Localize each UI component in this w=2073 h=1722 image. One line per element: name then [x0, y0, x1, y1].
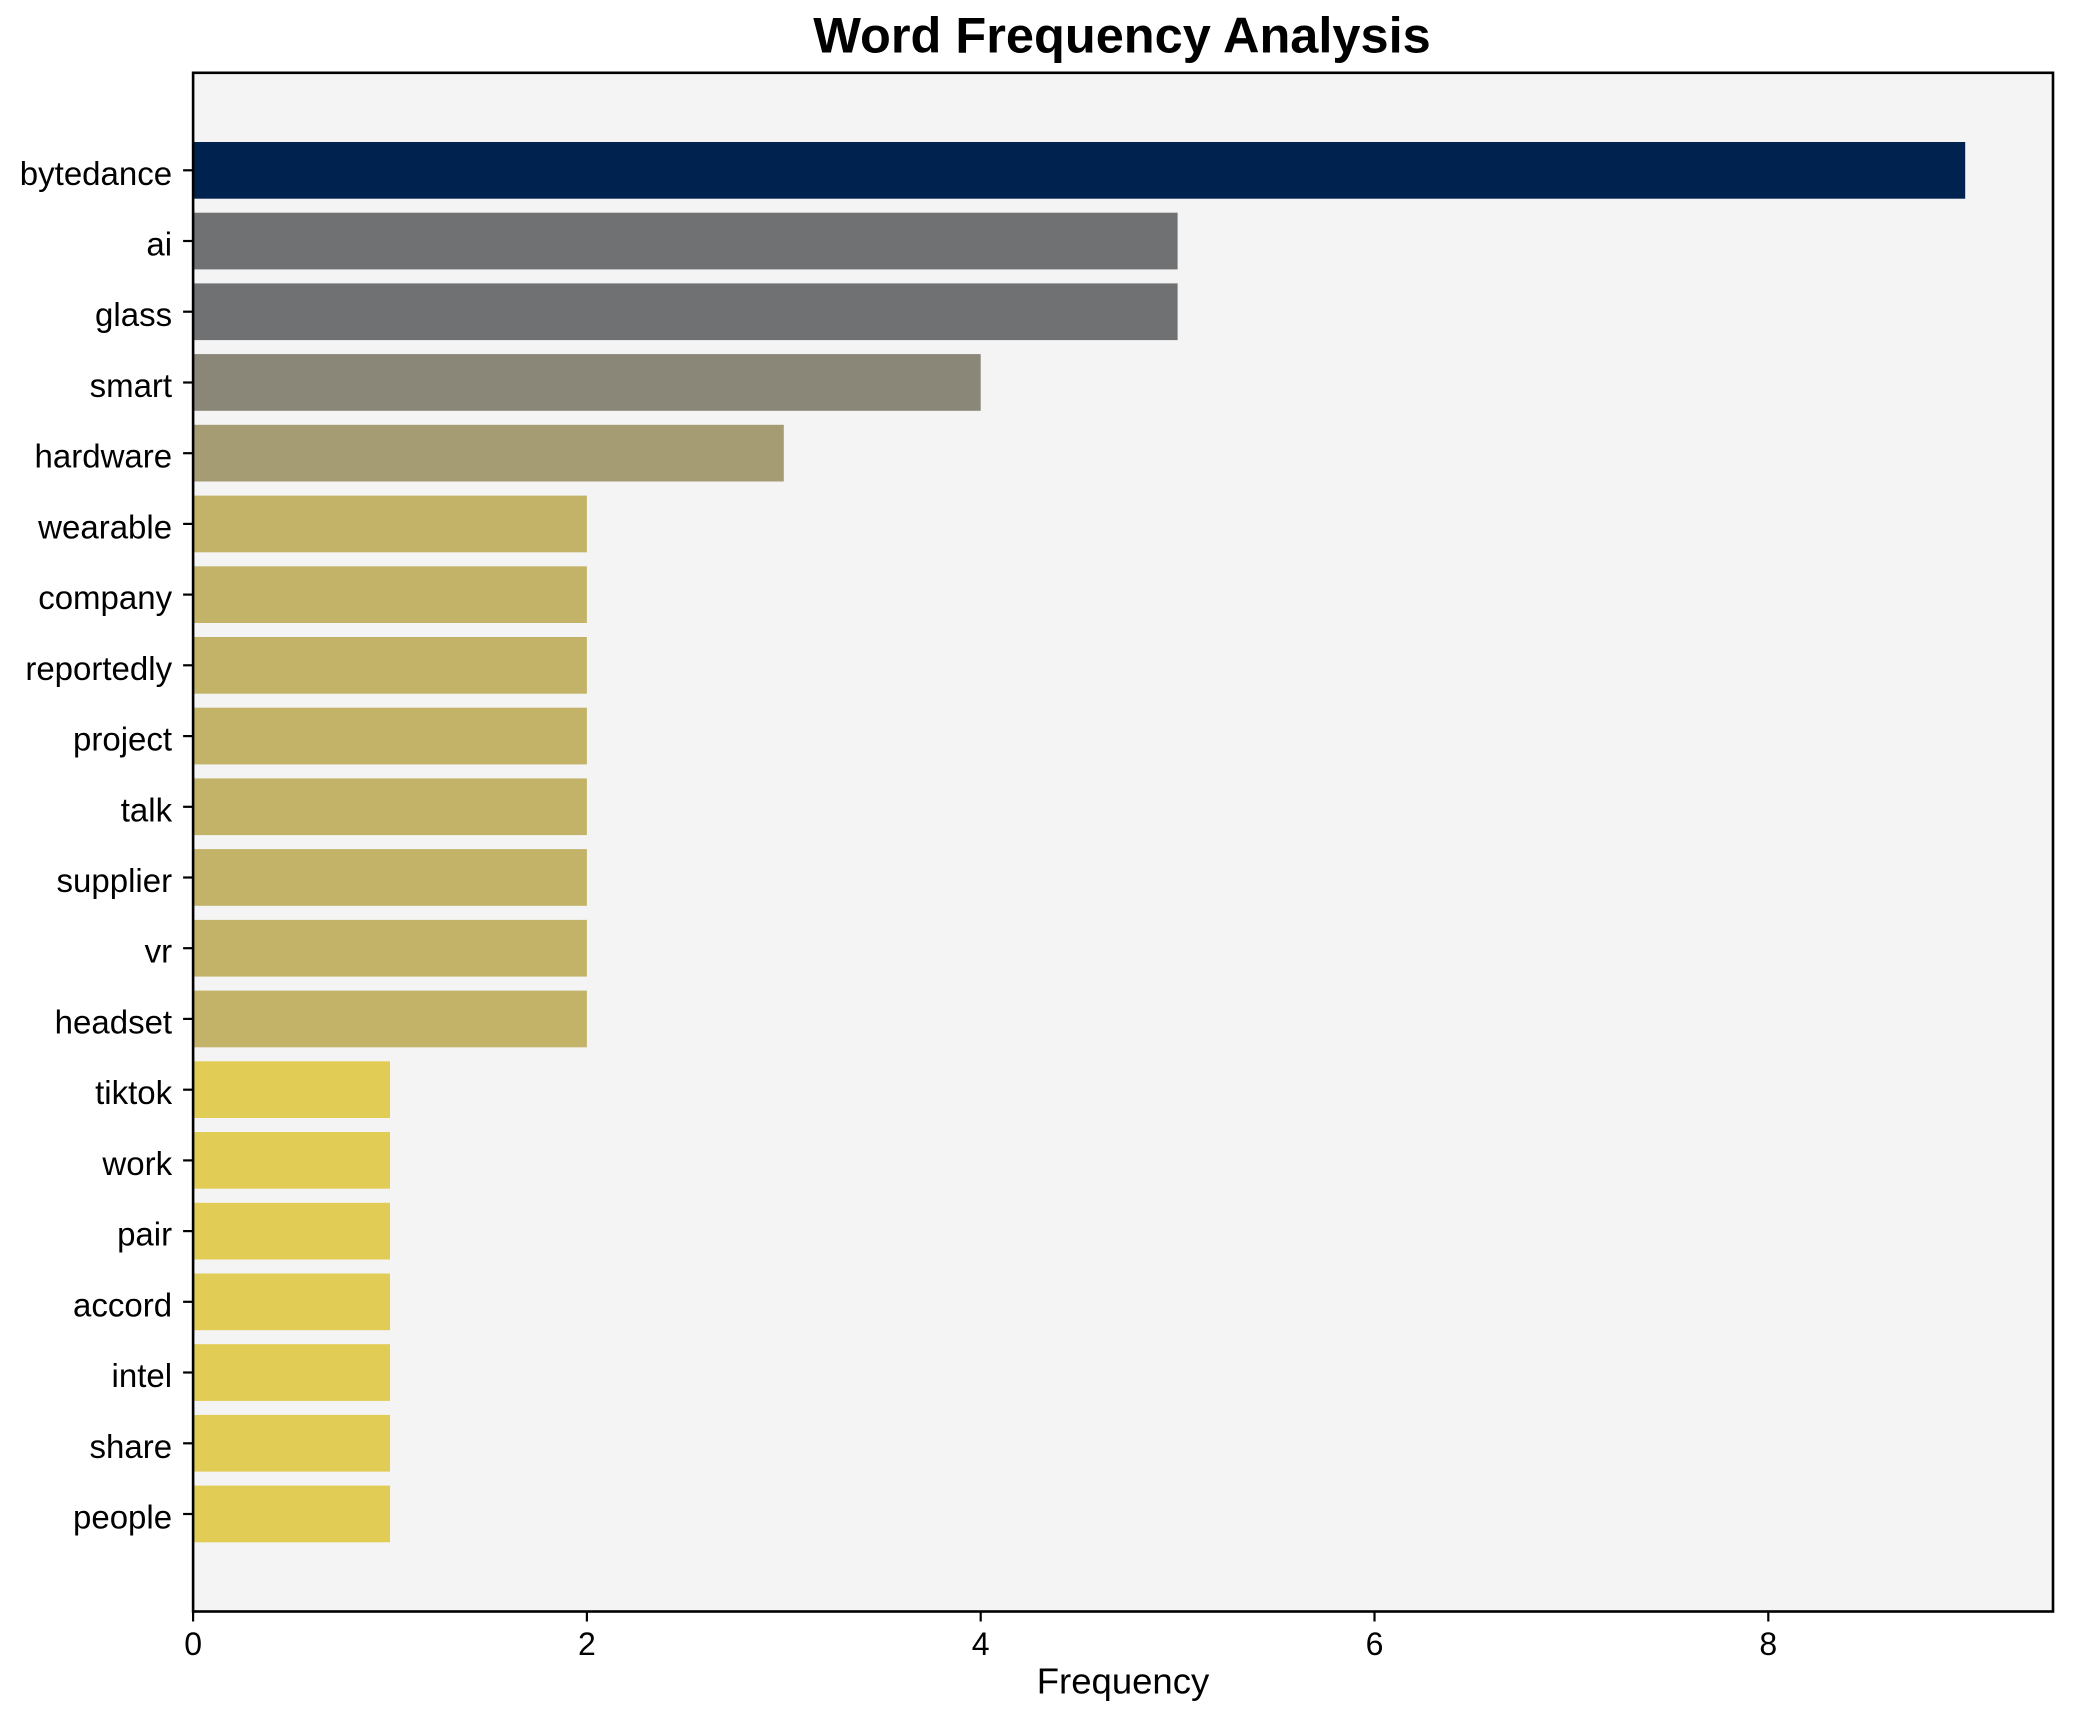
svg-text:8: 8 — [1759, 1626, 1777, 1662]
svg-text:tiktok: tiktok — [95, 1074, 173, 1111]
svg-text:work: work — [101, 1145, 172, 1182]
svg-text:hardware: hardware — [35, 438, 173, 475]
svg-text:bytedance: bytedance — [20, 155, 172, 192]
svg-text:headset: headset — [55, 1003, 172, 1040]
svg-text:2: 2 — [578, 1626, 596, 1662]
svg-text:supplier: supplier — [57, 862, 173, 899]
svg-text:Frequency: Frequency — [1037, 1661, 1210, 1702]
svg-text:pair: pair — [117, 1216, 172, 1253]
svg-text:intel: intel — [112, 1357, 173, 1394]
svg-text:reportedly: reportedly — [25, 650, 172, 687]
svg-text:vr: vr — [145, 933, 173, 970]
svg-text:accord: accord — [73, 1286, 172, 1323]
svg-text:6: 6 — [1366, 1626, 1384, 1662]
svg-text:people: people — [73, 1499, 172, 1536]
svg-text:project: project — [73, 721, 172, 758]
svg-text:company: company — [38, 579, 172, 616]
svg-text:ai: ai — [146, 226, 172, 263]
svg-text:4: 4 — [972, 1626, 990, 1662]
svg-text:Word Frequency Analysis: Word Frequency Analysis — [813, 7, 1430, 64]
svg-text:glass: glass — [95, 296, 172, 333]
svg-text:share: share — [90, 1428, 173, 1465]
svg-text:talk: talk — [121, 791, 173, 828]
svg-text:0: 0 — [184, 1626, 202, 1662]
svg-text:wearable: wearable — [37, 508, 172, 545]
svg-text:smart: smart — [90, 367, 173, 404]
